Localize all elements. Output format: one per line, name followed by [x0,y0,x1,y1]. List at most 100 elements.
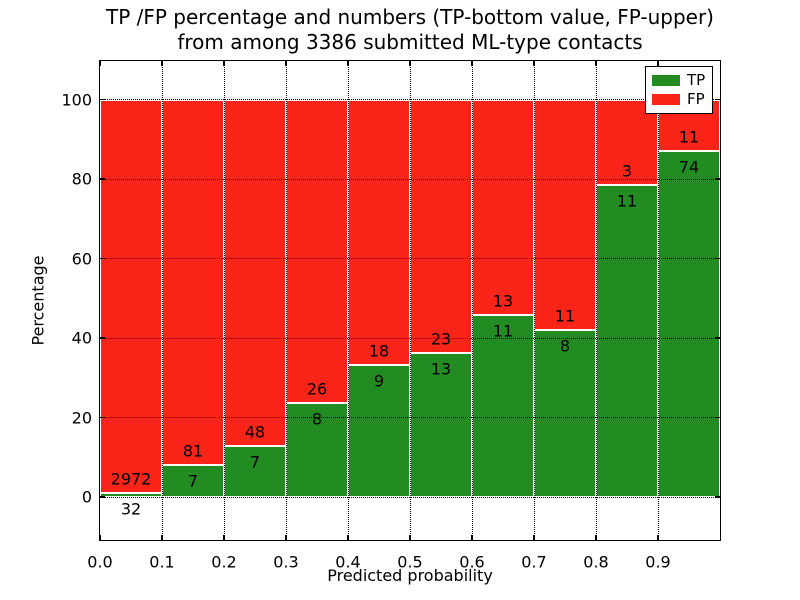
x-tick-top [657,61,659,66]
fp-count-label: 11 [678,127,700,147]
y-tick-left [100,98,105,101]
x-tick-label: 0.7 [521,552,547,572]
tp-count-label: 74 [678,157,700,177]
bar-fp-segment [410,99,472,354]
fp-count-label: 48 [244,422,266,442]
tp-count-label: 32 [120,499,142,519]
x-tick-top [285,61,287,66]
bar-fp-segment [224,99,286,447]
v-gridline [595,61,597,540]
x-tick-bottom [533,535,535,540]
v-gridline [657,61,659,540]
plot-area: 2972 32 81 7 48 7 26 8 18 9 23 13 13 11 11 8 3 11 11 74 0 20 4… [29,59,721,585]
y-tick-left [100,496,105,498]
plot-inner: 2972 32 81 7 48 7 26 8 18 9 23 13 13 11 11 8 3 11 11 74 0 20 4… [61,61,720,572]
x-tick-label: 0.5 [397,552,423,572]
bar-tp-segment [472,314,534,497]
v-gridline [223,61,225,540]
y-tick-label: 80 [71,169,92,189]
x-tick-bottom [285,535,287,540]
tp-count-label: 8 [559,336,571,356]
chart-title: TP /FP percentage and numbers (TP-bottom… [100,5,720,55]
x-tick-bottom [595,535,597,540]
fp-count-label: 3 [621,161,633,181]
tp-count-label: 9 [373,371,385,390]
bar-tp-segment [534,329,596,497]
x-tick-top [533,61,535,66]
y-tick-label: 60 [71,249,92,268]
bar-tp-segment [658,150,720,497]
tp-count-label: 11 [492,321,514,341]
fp-color-swatch [652,94,680,105]
x-tick-top [99,61,101,66]
x-tick-label: 0.1 [149,552,175,572]
bar-tp-segment [224,446,286,497]
fp-count-label: 11 [554,306,576,326]
bar-fp-segment [348,99,410,365]
v-gridline [161,61,163,540]
x-tick-label: 0.9 [645,552,671,572]
y-tick-right [715,496,720,498]
x-tick-label: 0.6 [459,552,485,572]
bar-fp-segment [534,99,596,330]
x-tick-bottom [409,535,411,540]
x-tick-label: 0.2 [211,552,237,572]
y-tick-right [715,98,720,101]
legend: TP FP [645,66,713,114]
x-tick-top [595,61,597,66]
legend-entry-fp: FP [652,92,706,107]
x-tick-top [223,61,225,66]
bar-fp-segment [162,99,224,466]
x-tick-bottom [223,535,225,540]
chart-title-line1: TP /FP percentage and numbers (TP-bottom… [106,5,714,29]
x-tick-top [347,61,349,66]
bar-fp-segment [286,99,348,404]
x-tick-bottom [99,535,101,540]
bar-fp-segment [100,99,162,493]
tp-count-label: 7 [187,471,199,491]
legend-label-tp: TP [687,71,706,89]
x-tick-label: 0.8 [583,552,609,572]
tp-count-label: 13 [430,359,452,379]
x-tick-bottom [471,535,473,540]
y-tick-left [100,337,105,339]
y-tick-right [715,257,720,260]
y-tick-left [100,178,105,180]
x-axis-label: Predicted probability [327,566,493,585]
y-tick-right [715,178,720,180]
y-tick-label: 100 [61,90,92,109]
y-axis-label-wrap: Percentage [0,61,80,540]
x-tick-label: 0.0 [87,552,113,572]
y-tick-label: 20 [71,408,92,427]
x-tick-bottom [347,535,349,540]
fp-count-label: 13 [492,291,514,311]
y-tick-left [100,257,105,260]
x-tick-label: 0.3 [273,552,299,572]
v-gridline [409,61,411,540]
x-tick-top [161,61,163,66]
y-tick-label: 0 [81,487,92,507]
v-gridline [347,61,349,540]
tp-count-label: 11 [616,191,638,211]
y-tick-right [715,337,720,339]
fp-count-label: 18 [368,341,390,360]
x-tick-top [409,61,411,66]
v-gridline [285,61,287,540]
bar-fp-segment [472,99,534,315]
fp-count-label: 26 [306,379,328,399]
y-tick-left [100,416,105,419]
tp-color-swatch [652,75,680,86]
legend-label-fp: FP [687,90,705,108]
y-tick-label: 40 [71,328,92,348]
y-tick-right [715,416,720,419]
fp-count-label: 81 [182,441,204,461]
v-gridline [533,61,535,540]
chart-title-line2: from among 3386 submitted ML-type contac… [177,30,643,54]
fp-count-label: 23 [430,329,452,349]
x-tick-top [471,61,473,66]
fp-count-label: 2972 [110,469,152,489]
tp-count-label: 7 [249,452,261,472]
x-tick-label: 0.4 [335,552,361,572]
bar-tp-segment [410,353,472,497]
